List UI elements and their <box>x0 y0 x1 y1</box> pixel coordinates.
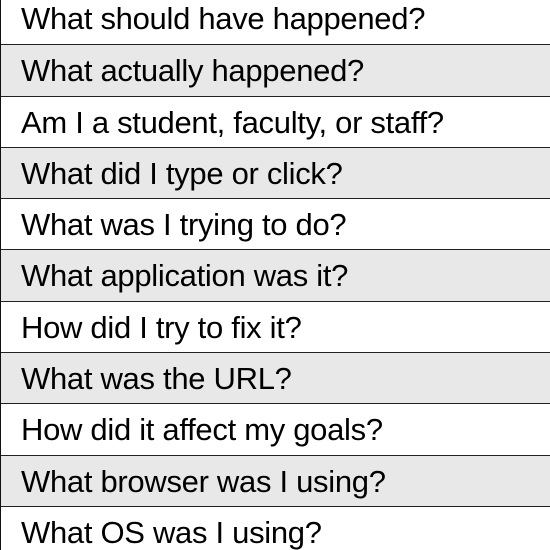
question-row-11: What OS was I using? <box>1 507 550 550</box>
question-row-3: Am I a student, faculty, or staff? <box>1 97 550 148</box>
question-row-10: What browser was I using? <box>1 455 550 507</box>
question-row-2: What actually happened? <box>1 45 550 97</box>
question-row-6: What application was it? <box>1 250 550 302</box>
question-row-8: What was the URL? <box>1 353 550 405</box>
question-row-4: What did I type or click? <box>1 147 550 200</box>
question-row-7: How did I try to fix it? <box>1 302 550 354</box>
question-row-5: What was I trying to do? <box>1 199 550 251</box>
question-row-9: How did it affect my goals? <box>1 404 550 456</box>
question-row-1: What should have happened? <box>1 0 550 46</box>
